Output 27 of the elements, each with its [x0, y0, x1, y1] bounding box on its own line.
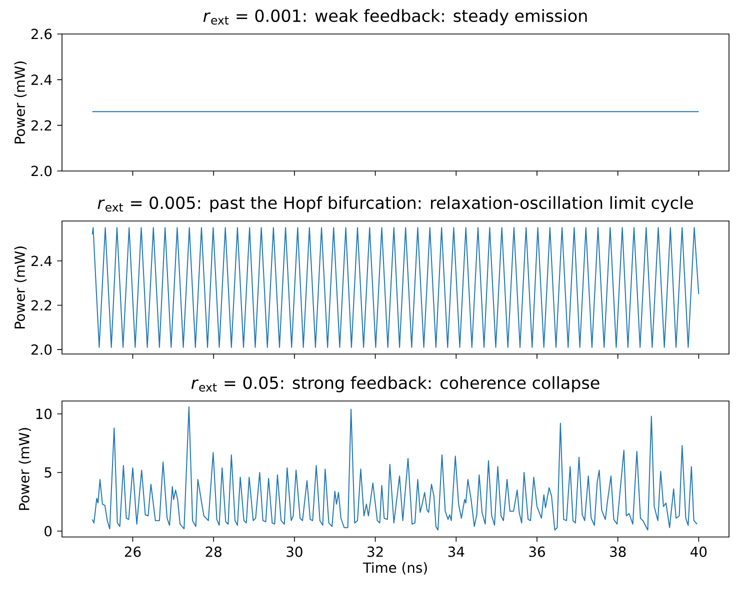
x-tick-label: 40 — [690, 546, 707, 557]
y-tick-label: 2.4 — [31, 256, 52, 266]
y-tick-label: 2.2 — [31, 300, 52, 310]
x-tick-label: 34 — [448, 546, 464, 557]
x-tick-label: 28 — [206, 546, 222, 557]
y-tick-label: 10 — [36, 408, 52, 420]
y-axis-title: Power (mW) — [14, 246, 27, 328]
y-axis-title: Power (mW) — [18, 428, 32, 510]
x-tick-label: 32 — [368, 546, 383, 557]
line-series — [92, 227, 700, 348]
y-axis-title: Power (mW) — [14, 62, 27, 144]
x-tick-label: 36 — [529, 546, 545, 557]
chart-title: r$_{ext}$ = 0.001: weak feedback: steady emission — [203, 9, 587, 26]
chart-title: r$_{ext}$ = 0.005: past the Hopf bifurcation: relaxation-oscillation limit cycle — [98, 196, 694, 212]
y-tick-label: 2.0 — [31, 166, 52, 176]
y-tick-label: 2.6 — [31, 28, 52, 40]
y-tick-label: 5 — [44, 467, 52, 478]
x-tick-label: 38 — [610, 546, 626, 557]
y-tick-label: 2.2 — [31, 120, 52, 130]
y-tick-label: 2.0 — [31, 344, 52, 355]
x-axis-title: Time (ns) — [362, 562, 427, 575]
x-tick-label: 26 — [124, 546, 141, 557]
y-tick-label: 0 — [44, 526, 52, 536]
chart-title: r$_{ext}$ = 0.05: strong feedback: coherence collapse — [191, 376, 600, 392]
line-series — [92, 406, 698, 530]
x-tick-label: 30 — [286, 546, 302, 557]
y-tick-label: 2.4 — [31, 74, 52, 85]
